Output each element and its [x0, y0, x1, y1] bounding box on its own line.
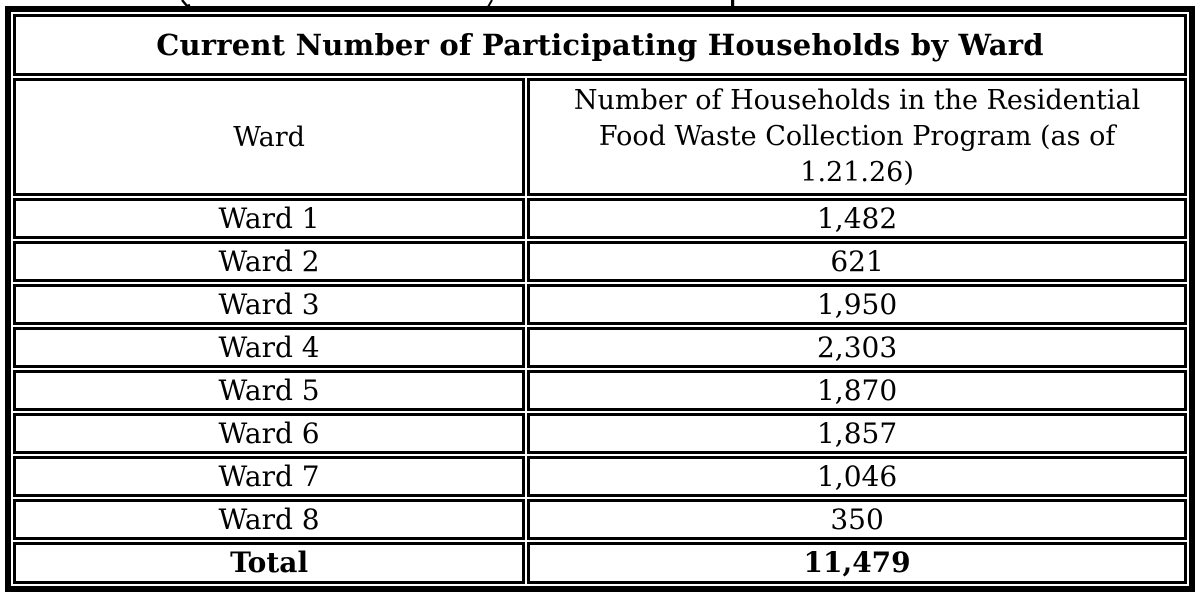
ward-cell: Ward 8 — [13, 499, 526, 540]
column-header-households-line-1: Number of Households in the Residential — [573, 85, 1141, 116]
title-row: Current Number of Participating Househol… — [13, 14, 1187, 76]
table-row-ward-2: Ward 2 621 — [13, 241, 1187, 282]
table-row-ward-6: Ward 6 1,857 — [13, 413, 1187, 454]
ward-cell: Ward 6 — [13, 413, 526, 454]
table-row-ward-4: Ward 4 2,303 — [13, 327, 1187, 368]
column-header-households: Number of Households in the Residential … — [527, 78, 1187, 196]
households-cell: 350 — [527, 499, 1187, 540]
table-row-ward-3: Ward 3 1,950 — [13, 284, 1187, 325]
ward-cell: Ward 5 — [13, 370, 526, 411]
participating-households-table: Current Number of Participating Househol… — [5, 6, 1195, 592]
table-row-ward-1: Ward 1 1,482 — [13, 198, 1187, 239]
ward-cell: Ward 7 — [13, 456, 526, 497]
column-header-ward: Ward — [13, 78, 526, 196]
column-header-households-line-2: Food Waste Collection Program (as of — [598, 121, 1116, 152]
households-cell: 621 — [527, 241, 1187, 282]
ward-cell: Ward 3 — [13, 284, 526, 325]
households-cell: 1,870 — [527, 370, 1187, 411]
header-row: Ward Number of Households in the Residen… — [13, 78, 1187, 196]
total-label-cell: Total — [13, 542, 526, 584]
table-row-total: Total 11,479 — [13, 542, 1187, 584]
table-row-ward-7: Ward 7 1,046 — [13, 456, 1187, 497]
households-cell: 1,950 — [527, 284, 1187, 325]
ward-cell: Ward 1 — [13, 198, 526, 239]
total-value-cell: 11,479 — [527, 542, 1187, 584]
table-row-ward-5: Ward 5 1,870 — [13, 370, 1187, 411]
column-header-households-line-3: 1.21.26) — [800, 157, 914, 188]
ward-cell: Ward 2 — [13, 241, 526, 282]
households-cell: 2,303 — [527, 327, 1187, 368]
households-cell: 1,857 — [527, 413, 1187, 454]
ward-cell: Ward 4 — [13, 327, 526, 368]
table-row-ward-8: Ward 8 350 — [13, 499, 1187, 540]
table-title: Current Number of Participating Househol… — [13, 14, 1187, 76]
households-cell: 1,046 — [527, 456, 1187, 497]
households-cell: 1,482 — [527, 198, 1187, 239]
